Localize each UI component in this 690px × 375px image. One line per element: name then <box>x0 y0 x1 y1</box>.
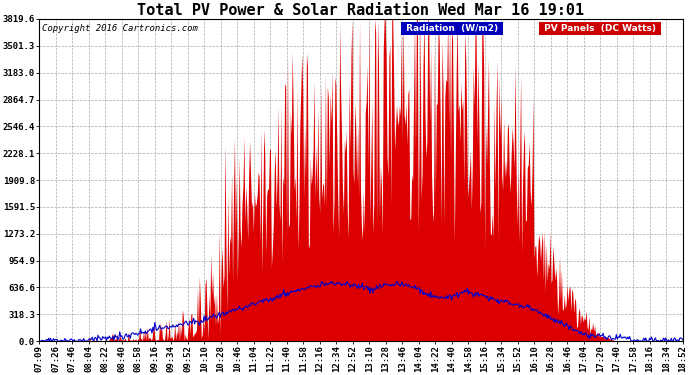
Text: Copyright 2016 Cartronics.com: Copyright 2016 Cartronics.com <box>42 24 198 33</box>
Text: Radiation  (W/m2): Radiation (W/m2) <box>403 24 501 33</box>
Text: PV Panels  (DC Watts): PV Panels (DC Watts) <box>541 24 659 33</box>
Title: Total PV Power & Solar Radiation Wed Mar 16 19:01: Total PV Power & Solar Radiation Wed Mar… <box>137 3 584 18</box>
